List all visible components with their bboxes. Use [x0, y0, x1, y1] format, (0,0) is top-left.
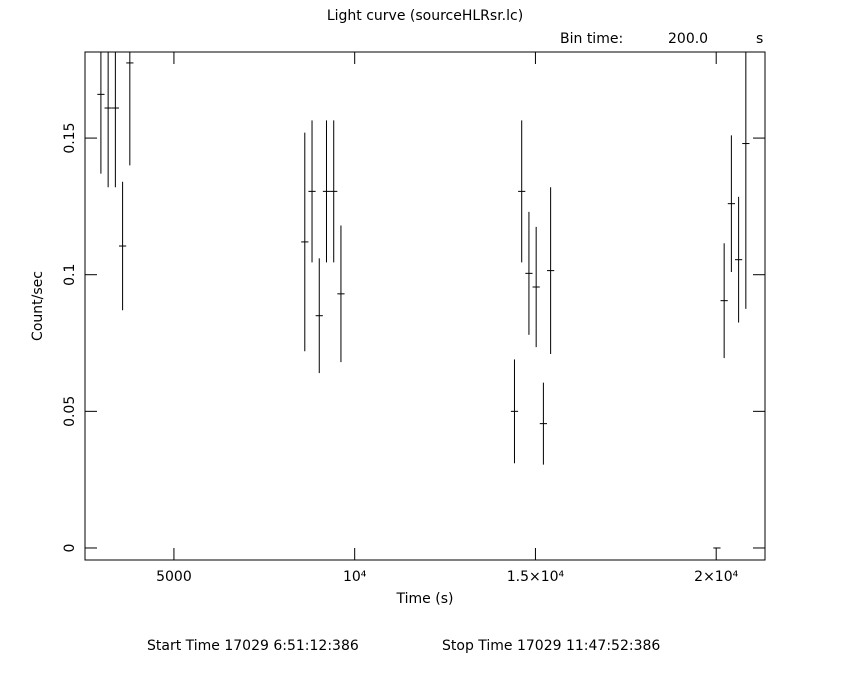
y-tick-label: 0 [62, 544, 78, 553]
x-axis-label: Time (s) [396, 591, 454, 607]
plot-marks [97, 52, 750, 549]
bin-time-unit: s [756, 31, 763, 47]
y-tick-label: 0.1 [62, 264, 78, 286]
x-tick-label: 5000 [156, 569, 192, 585]
y-axis-label: Count/sec [30, 271, 46, 341]
bin-time-value: 200.0 [668, 31, 708, 47]
bin-time-label: Bin time: [560, 31, 623, 47]
x-tick-label: 1.5×10⁴ [507, 569, 565, 585]
chart-title: Light curve (sourceHLRsr.lc) [327, 8, 523, 24]
footer-stop: Stop Time 17029 11:47:52:386 [442, 638, 660, 654]
x-tick-label: 10⁴ [343, 569, 367, 585]
plot-frame [84, 51, 766, 561]
x-tick-label: 2×10⁴ [694, 569, 738, 585]
y-tick-label: 0.15 [62, 122, 78, 153]
footer-start: Start Time 17029 6:51:12:386 [147, 638, 359, 654]
y-tick-label: 0.05 [62, 396, 78, 427]
